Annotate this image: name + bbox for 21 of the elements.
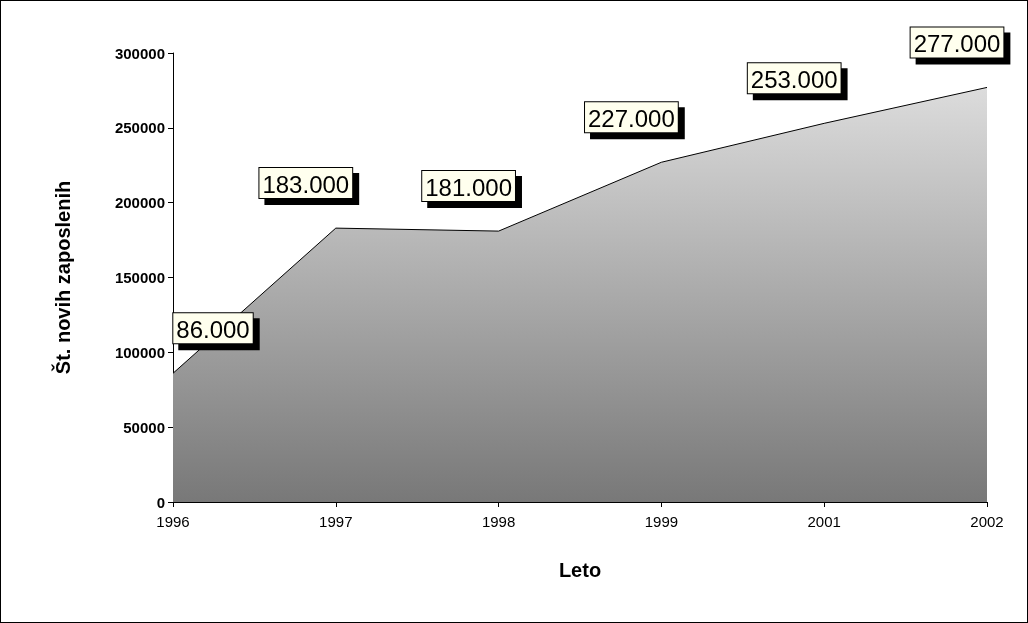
data-label: 181.000 <box>425 173 512 201</box>
data-label: 183.000 <box>262 170 350 198</box>
y-axis-title: Št. novih zaposlenih <box>51 180 74 375</box>
data-label: 277.000 <box>913 29 1001 57</box>
x-tick-label: 2001 <box>807 513 841 530</box>
x-tick-label: 2002 <box>970 513 1004 530</box>
y-tick-label: 50000 <box>123 418 165 436</box>
y-tick-label: 0 <box>156 493 165 511</box>
x-tick-label: 1997 <box>319 513 353 530</box>
data-label: 227.000 <box>588 104 675 132</box>
x-tick-label: 1999 <box>644 513 679 530</box>
y-tick-label: 100000 <box>114 343 165 361</box>
y-tick-label: 150000 <box>114 269 165 286</box>
y-tick-label: 250000 <box>114 119 165 137</box>
x-tick-label: 1998 <box>481 513 516 530</box>
x-axis-title: Leto <box>558 559 602 581</box>
data-label: 253.000 <box>750 65 838 93</box>
y-tick-label: 300000 <box>114 44 165 62</box>
data-label: 86.000 <box>176 315 250 343</box>
x-tick-label: 1996 <box>156 513 190 530</box>
y-tick-label: 200000 <box>114 194 165 212</box>
